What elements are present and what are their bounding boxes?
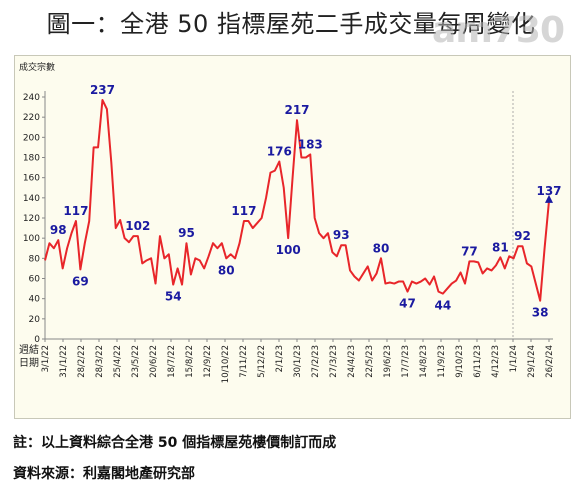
x-tick-label: 20/6/22 <box>149 345 159 378</box>
y-tick-label: 220 <box>23 113 40 123</box>
data-label: 77 <box>461 244 478 258</box>
x-tick-label: 30/1/23 <box>293 345 303 378</box>
x-tick-label: 31/1/22 <box>59 345 69 378</box>
x-tick-label: 29/1/24 <box>527 345 537 378</box>
data-label: 38 <box>532 306 549 320</box>
data-label: 81 <box>492 240 509 254</box>
data-label: 117 <box>231 204 256 218</box>
x-tick-label: 5/12/22 <box>257 345 267 378</box>
end-arrow-marker <box>545 194 553 203</box>
data-label: 95 <box>178 226 195 240</box>
x-tick-label: 10/10/22 <box>221 345 231 383</box>
y-tick-label: 100 <box>23 234 40 244</box>
data-label: 102 <box>125 219 150 233</box>
data-label: 69 <box>72 274 89 288</box>
x-tick-label: 17/7/23 <box>401 345 411 378</box>
x-tick-label: 22/5/23 <box>365 345 375 378</box>
data-labels: 98 69 117 237 102 54 95 80 117 176 100 217 183 93 80 47… <box>50 83 562 320</box>
series-line <box>44 99 553 302</box>
data-label: 98 <box>50 223 67 237</box>
chart-title: 圖一：全港 50 指標屋苑二手成交量每周變化 <box>46 10 536 38</box>
x-tick-label: 3/1/22 <box>41 345 51 372</box>
x-axis-label-line: 週結 <box>19 343 39 356</box>
y-tick-label: 200 <box>23 133 40 143</box>
x-tick-label: 27/2/23 <box>311 345 321 378</box>
data-label: 80 <box>373 241 390 255</box>
x-tick-label: 23/5/22 <box>131 345 141 378</box>
y-tick-label: 160 <box>23 174 40 184</box>
data-label: 237 <box>90 83 115 97</box>
x-tick-label: 19/6/23 <box>383 345 393 378</box>
y-tick-label: 180 <box>23 154 40 164</box>
x-axis-label-line: 日期 <box>19 357 39 369</box>
x-tick-label: 24/4/23 <box>347 345 357 378</box>
x-tick-label: 27/3/23 <box>329 345 339 378</box>
data-label: 183 <box>298 137 323 151</box>
data-label: 217 <box>284 103 309 117</box>
x-tick-label: 6/11/23 <box>473 345 483 378</box>
x-tick-label: 28/3/22 <box>95 345 105 378</box>
y-axis: 0 20 40 60 80 100 120 140 160 180 200 220 240 <box>23 91 46 345</box>
watermark-logo: am730 <box>432 10 565 51</box>
data-label: 100 <box>276 243 301 257</box>
data-label: 54 <box>165 290 182 304</box>
data-label: 92 <box>514 229 531 243</box>
x-tick-label: 7/11/22 <box>239 345 249 378</box>
data-label: 47 <box>399 297 416 311</box>
x-tick-label: 28/2/22 <box>77 345 87 378</box>
y-tick-label: 60 <box>29 275 41 285</box>
x-tick-label: 14/8/23 <box>419 345 429 378</box>
y-tick-label: 240 <box>23 93 40 103</box>
x-tick-label: 18/7/22 <box>167 345 177 378</box>
y-tick-label: 120 <box>23 214 40 224</box>
x-tick-label: 15/8/22 <box>185 345 195 378</box>
data-label: 176 <box>267 145 292 159</box>
data-label: 44 <box>435 299 452 313</box>
series-path <box>44 99 550 302</box>
source-note: 資料來源：利嘉閣地產研究部 <box>13 466 195 482</box>
x-tick-label: 11/9/23 <box>437 345 447 378</box>
data-label: 80 <box>218 263 235 277</box>
y-axis-label: 成交宗數 <box>19 61 55 73</box>
x-axis: 3/1/22 31/1/22 28/2/22 28/3/22 25/4/22 23/5/2… <box>41 338 555 383</box>
line-chart: 成交宗數 0 20 40 60 80 100 120 140 160 180 200 220 240 3… <box>19 61 562 383</box>
y-tick-label: 0 <box>34 335 40 345</box>
chart-panel: 成交宗數 0 20 40 60 80 100 120 140 160 180 200 220 240 3… <box>14 55 571 419</box>
data-label: 137 <box>536 184 561 198</box>
y-tick-label: 80 <box>29 254 41 264</box>
y-tick-label: 140 <box>23 194 40 204</box>
y-tick-label: 20 <box>29 315 41 325</box>
y-tick-label: 40 <box>29 295 41 305</box>
x-tick-label: 1/1/24 <box>509 345 519 372</box>
x-tick-label: 9/10/23 <box>455 345 465 378</box>
footnote: 註：以上資料綜合全港 50 個指標屋苑樓價制訂而成 <box>13 435 337 451</box>
x-tick-label: 4/12/23 <box>491 345 501 378</box>
data-label: 117 <box>63 204 88 218</box>
data-label: 93 <box>333 228 350 242</box>
x-tick-label: 2/1/23 <box>275 345 285 372</box>
x-tick-label: 12/9/22 <box>203 345 213 378</box>
x-tick-label: 26/2/24 <box>545 345 555 378</box>
x-tick-label: 25/4/22 <box>113 345 123 378</box>
